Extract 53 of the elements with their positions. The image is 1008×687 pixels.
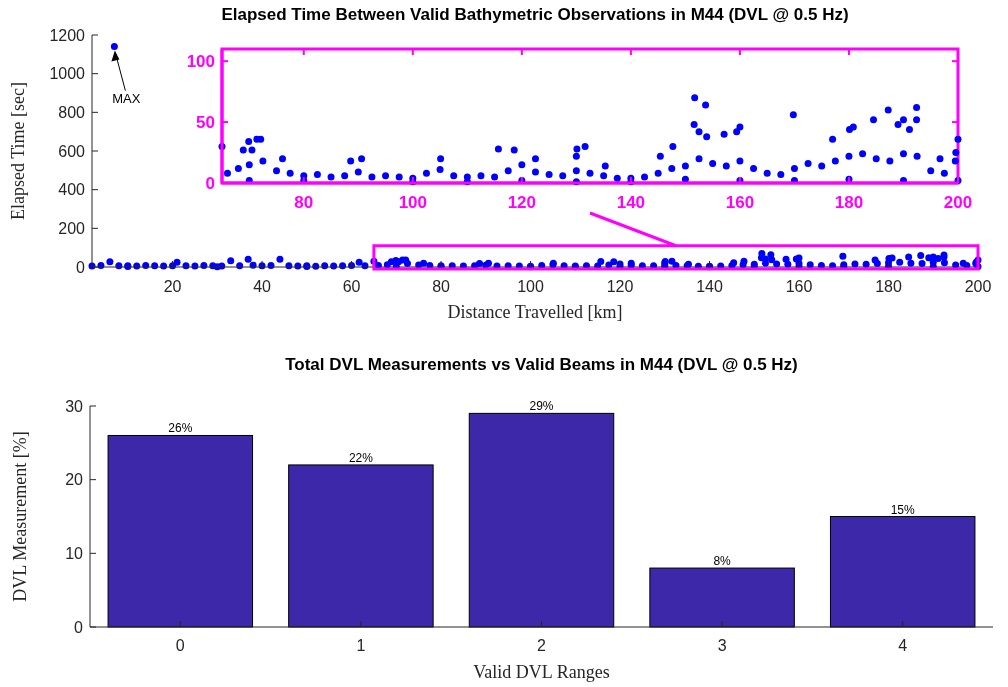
y-tick-label: 0 (76, 258, 86, 276)
data-label: 8% (713, 554, 732, 569)
x-tick-label: 200 (943, 193, 973, 212)
x-tick-label: 80 (432, 278, 451, 295)
y-tick-label: 30 (65, 397, 84, 415)
y-tick-label: 0 (74, 618, 84, 636)
y-tick-label: 1000 (49, 65, 86, 83)
x-tick-label: 160 (785, 278, 813, 295)
y-axis-title: Elapsed Time [sec] (8, 82, 28, 220)
chart-title: Total DVL Measurements vs Valid Beams in M44 (DVL @ 0.5 Hz) (285, 355, 798, 374)
y-tick-label: 20 (65, 471, 84, 489)
bar (468, 412, 615, 628)
bar (288, 464, 434, 628)
x-tick-label: 160 (725, 193, 755, 212)
x-tick-label: 140 (616, 193, 646, 212)
bar (107, 434, 254, 628)
x-tick-label: 180 (834, 193, 864, 212)
data-label: 29% (529, 399, 554, 414)
chart-title: Elapsed Time Between Valid Bathymetric Observations in M44 (DVL @ 0.5 Hz) (221, 5, 849, 24)
y-tick-label: 50 (196, 113, 215, 133)
y-tick-label: 10 (65, 544, 84, 562)
x-tick-label: 1 (356, 637, 366, 654)
x-tick-label: 180 (875, 278, 902, 295)
y-tick-label: 200 (58, 219, 86, 237)
x-tick-label: 20 (163, 278, 182, 295)
x-tick-label: 0 (175, 637, 185, 654)
data-label: 22% (348, 450, 374, 465)
y-tick-label: 0 (205, 173, 215, 193)
x-axis-title: Distance Travelled [km] (447, 302, 623, 322)
x-tick-label: 3 (717, 637, 727, 654)
x-tick-label: 40 (253, 278, 272, 295)
annotation: MAX (112, 90, 141, 106)
y-tick-label: 1200 (49, 26, 86, 44)
x-axis-title: Valid DVL Ranges (473, 662, 610, 682)
y-tick-label: 600 (58, 142, 86, 160)
x-tick-label: 120 (507, 193, 537, 212)
x-tick-label: 120 (606, 278, 634, 295)
y-tick-label: 800 (58, 103, 86, 121)
data-label: 26% (168, 421, 193, 436)
x-tick-label: 200 (964, 278, 992, 295)
y-tick-label: 400 (58, 181, 86, 199)
bar (649, 567, 795, 628)
x-tick-label: 80 (294, 193, 314, 212)
x-tick-label: 100 (517, 278, 544, 295)
x-tick-label: 2 (537, 637, 547, 654)
y-tick-label: 100 (186, 52, 215, 72)
x-tick-label: 4 (898, 637, 908, 654)
bar (829, 516, 976, 628)
y-axis-title: DVL Measurement [%] (10, 431, 30, 602)
x-tick-label: 140 (696, 278, 723, 295)
data-label: 15% (890, 502, 916, 517)
x-tick-label: 100 (398, 193, 427, 212)
x-tick-label: 60 (342, 278, 361, 295)
